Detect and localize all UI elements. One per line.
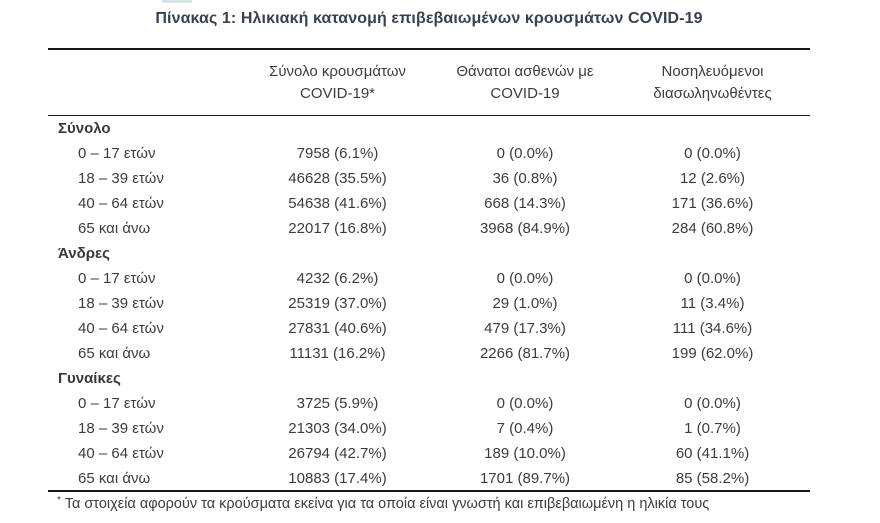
group-header-women: Γυναίκες (48, 366, 810, 391)
column-header-intubated-line1: Νοσηλευόμενοι (661, 62, 764, 80)
age-label: 40 – 64 ετών (78, 320, 164, 337)
footnote-asterisk: * (57, 495, 61, 506)
age-label: 0 – 17 ετών (78, 395, 156, 412)
intubated-value: 60 (41.1%) (675, 445, 750, 462)
cases-value: 26794 (42.7%) (288, 445, 387, 462)
deaths-value: 189 (10.0%) (484, 445, 566, 462)
age-label: 0 – 17 ετών (78, 270, 156, 287)
cases-value: 11131 (16.2%) (289, 345, 386, 362)
page-title: Πίνακας 1: Ηλικιακή κατανομή επιβεβαιωμέ… (155, 10, 703, 27)
age-label: 40 – 64 ετών (78, 445, 164, 462)
age-label: 0 – 17 ετών (78, 145, 156, 162)
cases-value: 7958 (6.1%) (296, 145, 379, 162)
deaths-value: 479 (17.3%) (484, 320, 566, 337)
intubated-value: 0 (0.0%) (684, 395, 741, 412)
table-row: 0 – 17 ετών 7958 (6.1%) 0 (0.0%) 0 (0.0%… (48, 141, 810, 166)
table-row: 40 – 64 ετών 27831 (40.6%) 479 (17.3%) 1… (48, 316, 810, 341)
column-header-cases-line1: Σύνολο κρουσμάτων (269, 62, 406, 80)
table-row: 65 και άνω 10883 (17.4%) 1701 (89.7%) 85… (48, 466, 810, 491)
column-header-deaths-line1: Θάνατοι ασθενών με (456, 62, 594, 80)
intubated-value: 199 (62.0%) (671, 345, 754, 362)
group-header-total: Σύνολο (48, 116, 810, 142)
covid-age-distribution-table: Σύνολο κρουσμάτων COVID-19* Θάνατοι ασθε… (48, 48, 810, 491)
table-row: 18 – 39 ετών 46628 (35.5%) 36 (0.8%) 12 … (48, 166, 810, 191)
intubated-value: 0 (0.0%) (684, 270, 741, 287)
column-header-intubated-line2: διασωληνωθέντες (653, 84, 772, 102)
deaths-value: 668 (14.3%) (484, 195, 566, 212)
cases-value: 3725 (5.9%) (296, 395, 379, 412)
deaths-value: 3968 (84.9%) (479, 220, 571, 237)
table-row: 40 – 64 ετών 54638 (41.6%) 668 (14.3%) 1… (48, 191, 810, 216)
group-label: Άνδρες (58, 245, 110, 262)
column-header-intubated: Νοσηλευόμενοι διασωληνωθέντες (615, 49, 810, 116)
cases-value: 54638 (41.6%) (288, 195, 387, 212)
table-row: 0 – 17 ετών 4232 (6.2%) 0 (0.0%) 0 (0.0%… (48, 266, 810, 291)
age-label: 18 – 39 ετών (78, 420, 164, 437)
deaths-value: 1701 (89.7%) (479, 470, 571, 487)
intubated-value: 284 (60.8%) (671, 220, 754, 237)
intubated-value: 11 (3.4%) (680, 295, 745, 312)
column-header-deaths: Θάνατοι ασθενών με COVID-19 (435, 49, 615, 116)
deaths-value: 7 (0.4%) (496, 420, 554, 437)
cases-value: 25319 (37.0%) (288, 295, 387, 312)
table-row: 18 – 39 ετών 25319 (37.0%) 29 (1.0%) 11 … (48, 291, 810, 316)
deaths-value: 0 (0.0%) (496, 145, 554, 162)
group-header-men: Άνδρες (48, 241, 810, 266)
header-row: Σύνολο κρουσμάτων COVID-19* Θάνατοι ασθε… (48, 49, 810, 116)
intubated-value: 1 (0.7%) (684, 420, 741, 437)
age-label: 18 – 39 ετών (78, 170, 164, 187)
table-body: Σύνολο 0 – 17 ετών 7958 (6.1%) 0 (0.0%) … (48, 116, 810, 492)
cases-value: 10883 (17.4%) (288, 470, 387, 487)
deaths-value: 36 (0.8%) (492, 170, 558, 187)
age-label: 65 και άνω (78, 345, 151, 362)
table-header: Σύνολο κρουσμάτων COVID-19* Θάνατοι ασθε… (48, 49, 810, 116)
footnote-text: Τα στοιχεία αφορούν τα κρούσματα εκείνα … (64, 496, 710, 512)
deaths-value: 2266 (81.7%) (479, 345, 571, 362)
intubated-value: 111 (34.6%) (672, 320, 753, 337)
cases-value: 22017 (16.8%) (288, 220, 387, 237)
intubated-value: 171 (36.6%) (671, 195, 754, 212)
footnote-text-wrapper: * Τα στοιχεία αφορούν τα κρούσματα εκείν… (48, 495, 710, 513)
table-row: 0 – 17 ετών 3725 (5.9%) 0 (0.0%) 0 (0.0%… (48, 391, 810, 416)
cases-value: 27831 (40.6%) (288, 320, 387, 337)
column-header-cases: Σύνολο κρουσμάτων COVID-19* (240, 49, 435, 116)
deaths-value: 0 (0.0%) (496, 395, 554, 412)
deaths-value: 0 (0.0%) (496, 270, 554, 287)
crop-artifact (162, 0, 192, 3)
group-label: Σύνολο (58, 120, 111, 137)
age-label: 65 και άνω (78, 220, 151, 237)
cases-value: 4232 (6.2%) (296, 270, 379, 287)
intubated-value: 85 (58.2%) (675, 470, 750, 487)
column-header-cases-line2: COVID-19* (299, 84, 376, 102)
column-header-age (48, 49, 240, 116)
table-row: 18 – 39 ετών 21303 (34.0%) 7 (0.4%) 1 (0… (48, 416, 810, 441)
deaths-value: 29 (1.0%) (492, 295, 558, 312)
table-footnote: * Τα στοιχεία αφορούν τα κρούσματα εκείν… (48, 490, 810, 512)
intubated-value: 0 (0.0%) (684, 145, 741, 162)
age-label: 65 και άνω (78, 470, 151, 487)
table-row: 65 και άνω 11131 (16.2%) 2266 (81.7%) 19… (48, 341, 810, 366)
intubated-value: 12 (2.6%) (679, 170, 746, 187)
cases-value: 21303 (34.0%) (288, 420, 387, 437)
group-label: Γυναίκες (58, 370, 121, 387)
table-row: 40 – 64 ετών 26794 (42.7%) 189 (10.0%) 6… (48, 441, 810, 466)
age-label: 18 – 39 ετών (78, 295, 164, 312)
table-row: 65 και άνω 22017 (16.8%) 3968 (84.9%) 28… (48, 216, 810, 241)
age-label: 40 – 64 ετών (78, 195, 164, 212)
cases-value: 46628 (35.5%) (288, 170, 387, 187)
column-header-deaths-line2: COVID-19 (490, 84, 560, 102)
